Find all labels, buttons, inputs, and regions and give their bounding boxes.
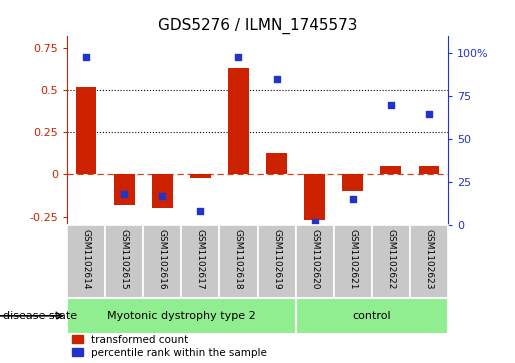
- FancyBboxPatch shape: [67, 225, 105, 298]
- Text: GSM1102620: GSM1102620: [310, 229, 319, 289]
- Point: [234, 54, 243, 60]
- FancyBboxPatch shape: [372, 225, 410, 298]
- Point: [82, 54, 90, 60]
- Point: [272, 76, 281, 82]
- Text: GSM1102623: GSM1102623: [424, 229, 434, 289]
- Text: GSM1102614: GSM1102614: [81, 229, 91, 289]
- Bar: [419, 166, 439, 175]
- Text: control: control: [352, 311, 391, 321]
- Bar: [114, 175, 134, 205]
- Point: [387, 102, 395, 108]
- Text: GSM1102617: GSM1102617: [196, 229, 205, 289]
- Text: Myotonic dystrophy type 2: Myotonic dystrophy type 2: [107, 311, 255, 321]
- Text: GSM1102616: GSM1102616: [158, 229, 167, 289]
- FancyBboxPatch shape: [296, 225, 334, 298]
- FancyBboxPatch shape: [181, 225, 219, 298]
- Point: [196, 208, 204, 214]
- FancyBboxPatch shape: [105, 225, 143, 298]
- Point: [158, 193, 166, 199]
- Point: [311, 219, 319, 225]
- Bar: [304, 175, 325, 220]
- Point: [349, 196, 357, 202]
- Point: [120, 191, 128, 197]
- Legend: transformed count, percentile rank within the sample: transformed count, percentile rank withi…: [72, 335, 267, 358]
- Bar: [190, 175, 211, 178]
- Text: GSM1102615: GSM1102615: [119, 229, 129, 289]
- FancyBboxPatch shape: [219, 225, 258, 298]
- Point: [425, 111, 433, 117]
- Text: GSM1102622: GSM1102622: [386, 229, 396, 289]
- Bar: [228, 68, 249, 175]
- Text: GSM1102619: GSM1102619: [272, 229, 281, 289]
- FancyBboxPatch shape: [258, 225, 296, 298]
- Bar: [152, 175, 173, 208]
- FancyBboxPatch shape: [334, 225, 372, 298]
- Bar: [342, 175, 363, 191]
- Text: GSM1102621: GSM1102621: [348, 229, 357, 289]
- Text: disease state: disease state: [3, 311, 77, 321]
- FancyBboxPatch shape: [143, 225, 181, 298]
- Text: GSM1102618: GSM1102618: [234, 229, 243, 289]
- Title: GDS5276 / ILMN_1745573: GDS5276 / ILMN_1745573: [158, 17, 357, 33]
- FancyBboxPatch shape: [67, 298, 296, 334]
- Bar: [381, 166, 401, 175]
- FancyBboxPatch shape: [410, 225, 448, 298]
- FancyBboxPatch shape: [296, 298, 448, 334]
- Bar: [266, 152, 287, 175]
- Bar: [76, 87, 96, 175]
